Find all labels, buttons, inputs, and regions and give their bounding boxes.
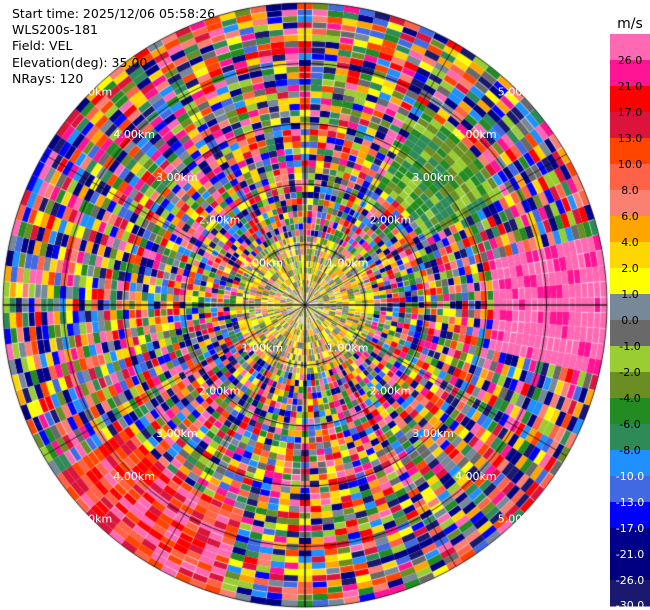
range-ring-label: 5.00km — [71, 85, 113, 98]
colorbar-segment — [610, 424, 650, 451]
range-ring-label: 4.00km — [113, 128, 155, 141]
colorbar-segment — [610, 294, 650, 321]
colorbar-tick-label: 6.0 — [621, 210, 639, 223]
colorbar-tick-label: 4.0 — [621, 236, 639, 249]
colorbar-segment — [610, 580, 650, 607]
range-ring-label: 3.00km — [156, 171, 198, 184]
colorbar-segment — [610, 60, 650, 87]
range-ring-label: 2.00km — [199, 384, 241, 397]
range-ring-label: 5.00km — [71, 513, 113, 526]
colorbar-segment — [610, 164, 650, 191]
colorbar-unit-label: m/s — [617, 16, 643, 32]
colorbar-tick-label: -30.0 — [616, 599, 644, 610]
range-ring-label: 3.00km — [156, 427, 198, 440]
range-ring-label: 4.00km — [113, 470, 155, 483]
range-ring-label: 1.00km — [327, 256, 369, 269]
colorbar: m/s 26.0 21.0 17.0 13.0 10.0 8.0 6.0 4.0 2.0 1.0 0.… — [610, 16, 650, 610]
start-time-text: Start time: 2025/12/06 05:58:26 — [12, 6, 216, 21]
field-text: Field: VEL — [12, 38, 73, 54]
nrays-text: NRays: 120 — [12, 70, 84, 86]
site-name-text: WLS200s-181 — [12, 22, 98, 38]
colorbar-segment — [610, 450, 650, 477]
colorbar-segment — [610, 346, 650, 373]
colorbar-segment — [610, 34, 650, 61]
range-ring-label: 3.00km — [412, 427, 454, 440]
colorbar-segment — [610, 112, 650, 139]
colorbar-segment — [610, 554, 650, 581]
range-ring-label: 2.00km — [199, 214, 241, 227]
range-ring-label: 5.00km — [498, 513, 540, 526]
colorbar-tick-label: -17.0 — [616, 522, 644, 535]
colorbar-tick-label: 26.0 — [618, 54, 643, 67]
range-ring-label: 3.00km — [412, 171, 454, 184]
range-ring-label: 2.00km — [370, 214, 412, 227]
colorbar-segment — [610, 502, 650, 529]
colorbar-segment — [610, 216, 650, 243]
colorbar-tick-label: -1.0 — [619, 340, 640, 353]
scan-info: Start time: 2025/12/06 05:58:26 WLS200s-… — [12, 6, 215, 87]
colorbar-tick-label: 2.0 — [621, 262, 639, 275]
colorbar-tick-label: 10.0 — [618, 158, 643, 171]
range-ring-label: 5.00km — [498, 85, 540, 98]
colorbar-segment — [610, 528, 650, 555]
range-ring-label: 1.00km — [242, 256, 284, 269]
range-ring-label: 1.00km — [327, 342, 369, 355]
range-ring-label: 2.00km — [370, 384, 412, 397]
elevation-text: Elevation(deg): 35.00 — [12, 54, 148, 70]
colorbar-segment — [610, 190, 650, 217]
colorbar-tick-label: -13.0 — [616, 496, 644, 509]
colorbar-tick-label: -6.0 — [619, 418, 640, 431]
colorbar-tick-label: 8.0 — [621, 184, 639, 197]
colorbar-tick-label: -4.0 — [619, 392, 640, 405]
range-ring-label: 4.00km — [455, 128, 497, 141]
colorbar-tick-label: 21.0 — [618, 80, 643, 93]
colorbar-tick-label: 0.0 — [621, 314, 639, 327]
colorbar-segment — [610, 268, 650, 295]
colorbar-tick-label: 17.0 — [618, 106, 643, 119]
colorbar-tick-label: -26.0 — [616, 574, 644, 587]
colorbar-segment — [610, 138, 650, 165]
colorbar-tick-label: -8.0 — [619, 444, 640, 457]
colorbar-segment — [610, 320, 650, 347]
colorbar-segment — [610, 86, 650, 113]
colorbar-segment — [610, 242, 650, 269]
range-ring-label: 4.00km — [455, 470, 497, 483]
colorbar-segment — [610, 398, 650, 425]
colorbar-tick-label: -21.0 — [616, 548, 644, 561]
colorbar-segment — [610, 476, 650, 503]
colorbar-tick-label: -2.0 — [619, 366, 640, 379]
colorbar-tick-label: -10.0 — [616, 470, 644, 483]
colorbar-tick-label: 13.0 — [618, 132, 643, 145]
range-ring-label: 1.00km — [242, 342, 284, 355]
colorbar-segment — [610, 372, 650, 399]
colorbar-tick-label: 1.0 — [621, 288, 639, 301]
